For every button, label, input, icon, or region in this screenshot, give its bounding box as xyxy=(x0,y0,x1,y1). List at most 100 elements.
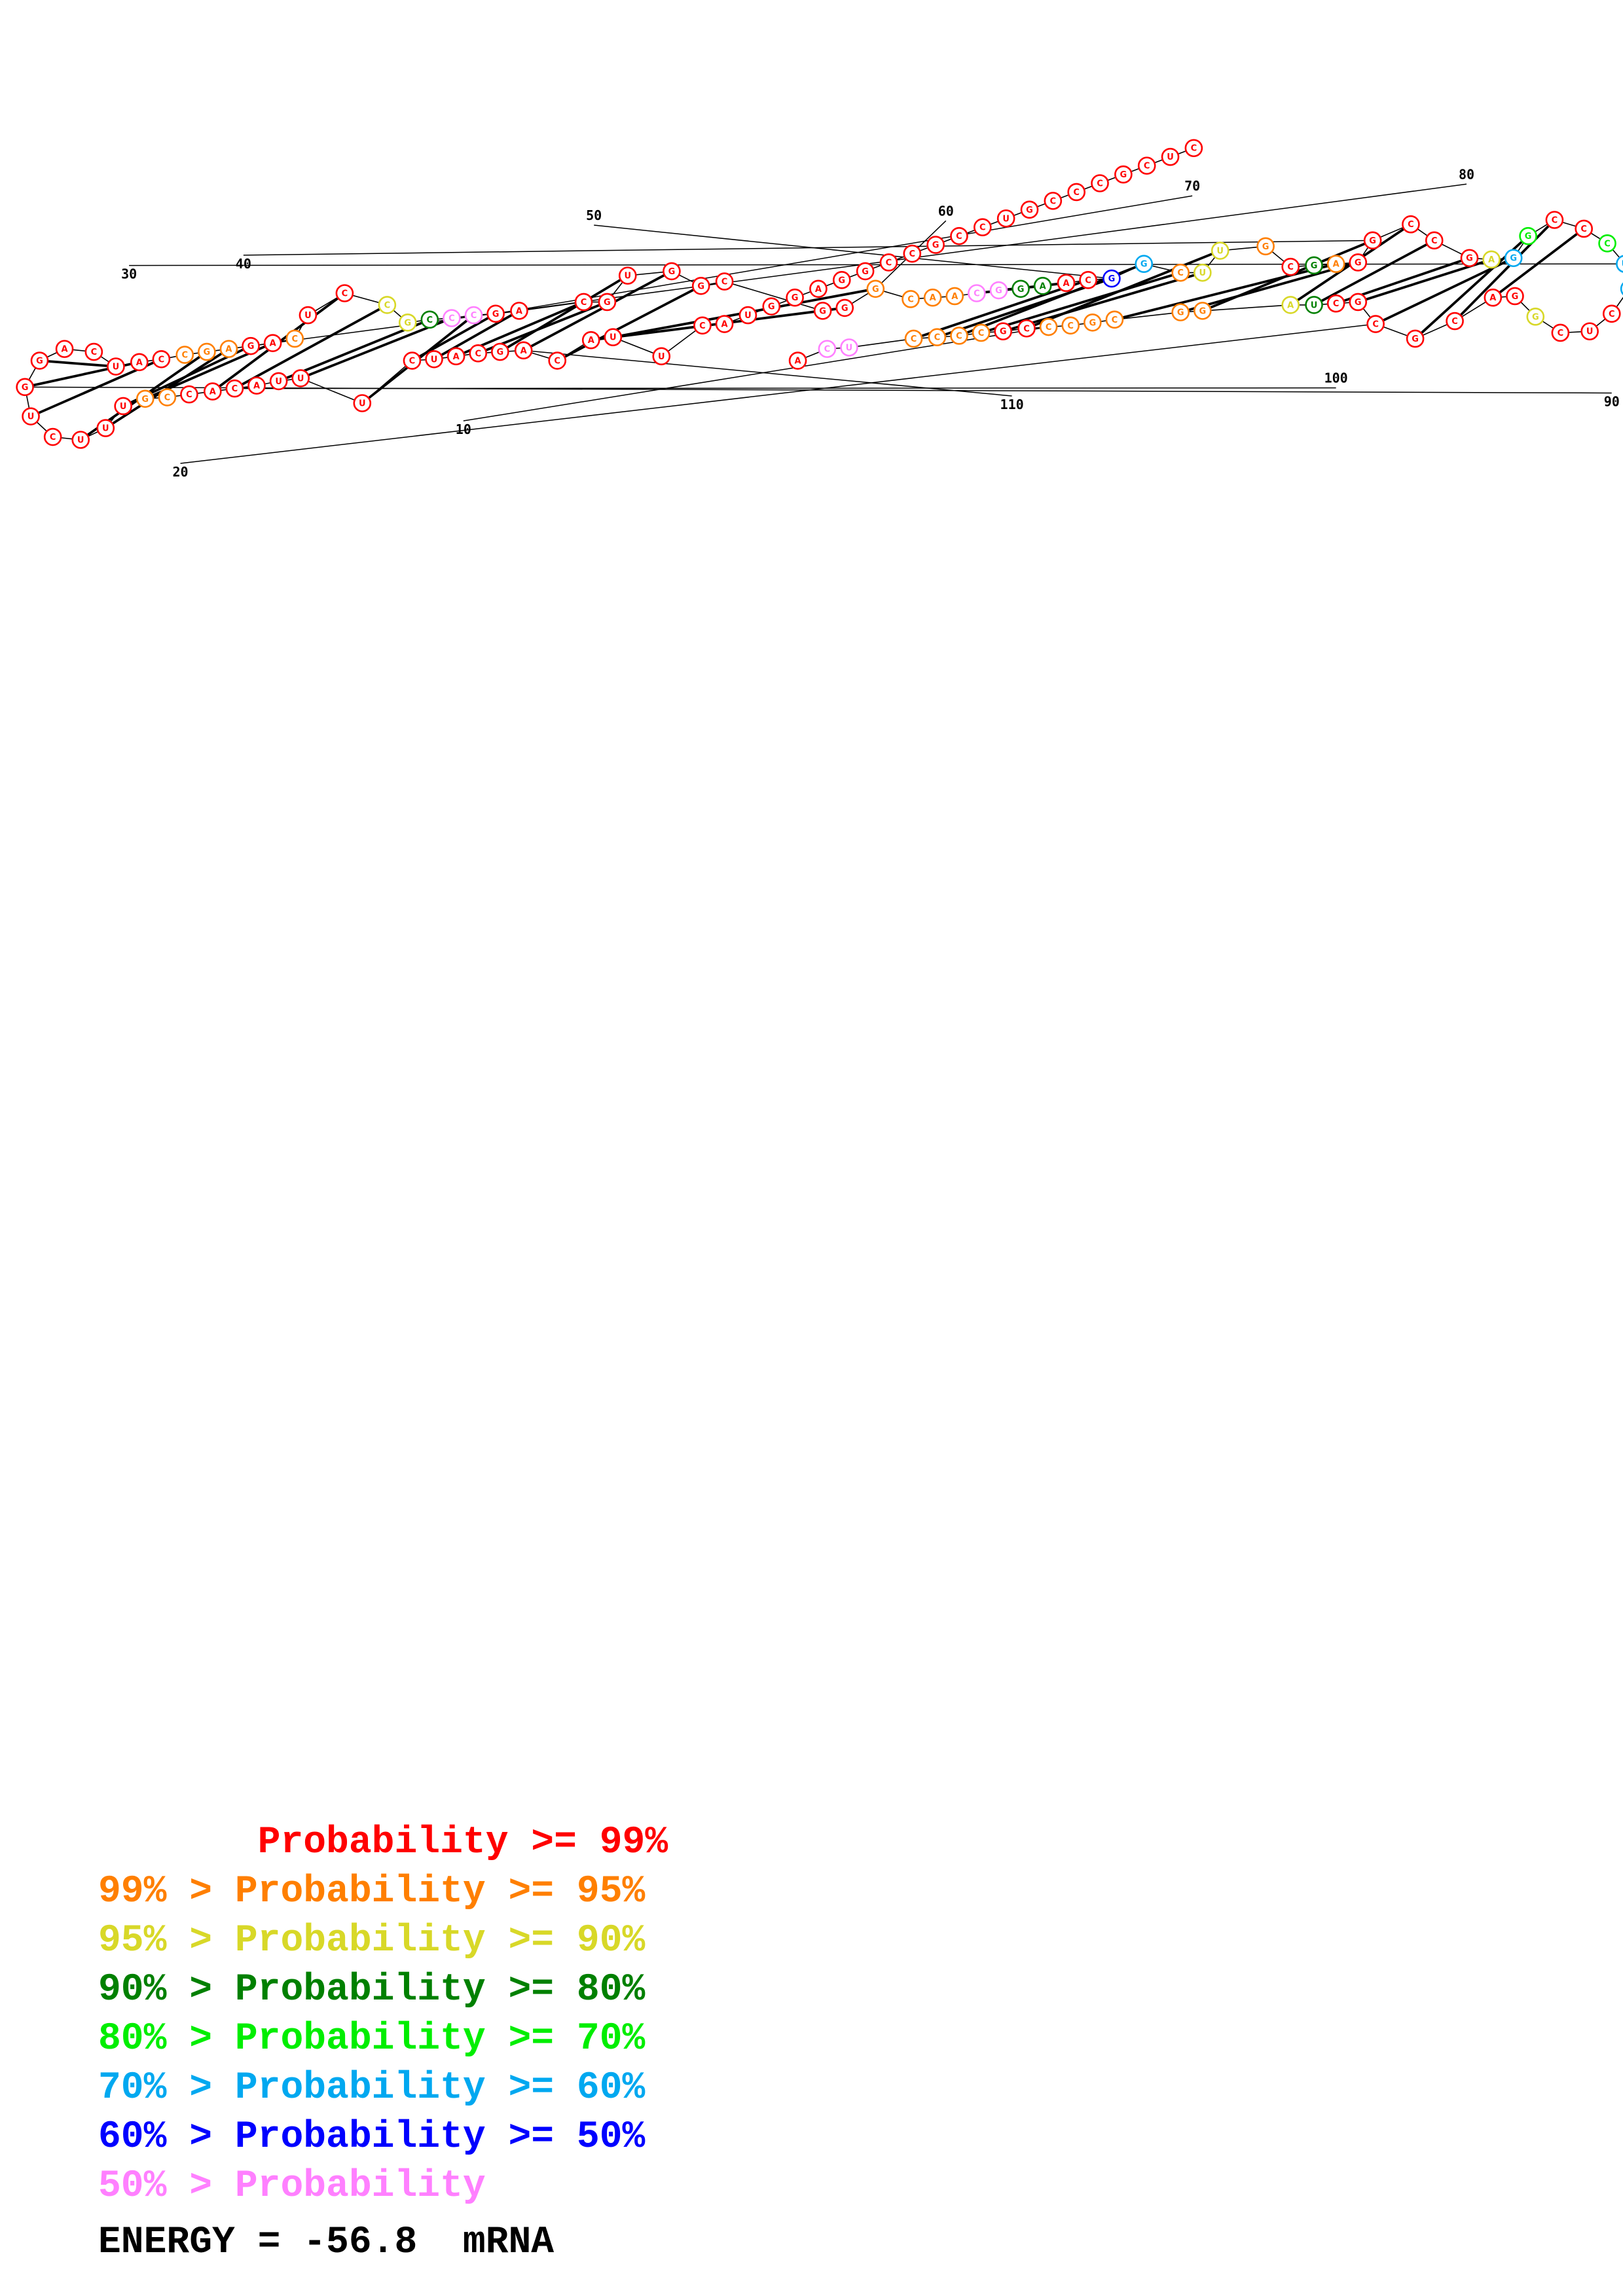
nucleotide-letter: C xyxy=(1177,268,1184,278)
nucleotide-26: C xyxy=(1551,323,1570,342)
nucleotide-letter: A xyxy=(253,382,260,391)
nucleotide-circle xyxy=(1446,312,1464,331)
position-tick-line xyxy=(129,263,1623,266)
nucleotide-127: C xyxy=(974,218,992,237)
nucleotide-circle xyxy=(269,372,288,391)
nucleotide-circle xyxy=(22,407,40,425)
nucleotide-43: G xyxy=(1305,256,1323,275)
nucleotide-letter: G xyxy=(862,267,869,277)
nucleotide-136: C xyxy=(1184,139,1203,158)
nucleotide-55: G xyxy=(989,281,1008,300)
nucleotide-circle xyxy=(203,382,222,401)
nucleotide-circle xyxy=(175,346,194,364)
nucleotide-129: G xyxy=(1020,200,1039,219)
nucleotide-78: C xyxy=(285,329,304,348)
nucleotide-122: G xyxy=(856,262,875,281)
nucleotide-circle xyxy=(832,271,851,289)
nucleotide-letter: G xyxy=(872,285,879,295)
nucleotide-letter: C xyxy=(886,258,892,268)
nucleotide-circle xyxy=(1281,257,1300,276)
nucleotide-69: A xyxy=(510,302,528,320)
nucleotide-49: G xyxy=(1135,255,1153,274)
nucleotide-circle xyxy=(1211,242,1230,260)
nucleotide-circle xyxy=(1194,302,1212,320)
nucleotide-23: A xyxy=(1484,288,1503,307)
nucleotide-letter: C xyxy=(1144,162,1150,171)
position-tick-label: 90 xyxy=(1604,393,1620,409)
nucleotide-115: C xyxy=(693,316,712,335)
nucleotide-circle xyxy=(510,302,528,320)
nucleotide-letter: G xyxy=(1525,232,1532,242)
nucleotide-letter: C xyxy=(1073,188,1080,198)
position-tick-label: 110 xyxy=(1000,397,1024,412)
nucleotide-135: U xyxy=(1161,147,1180,166)
nucleotide-letter: U xyxy=(1311,300,1318,310)
nucleotide-letter: C xyxy=(427,315,433,325)
nucleotide-circle xyxy=(813,302,832,320)
nucleotide-circle xyxy=(1305,256,1323,275)
nucleotide-circle xyxy=(902,290,920,308)
nucleotide-31: C xyxy=(1598,234,1616,253)
nucleotide-circle xyxy=(84,342,103,361)
nucleotide-circle xyxy=(398,313,417,332)
base-pair-bond xyxy=(921,281,1081,338)
nucleotide-38: C xyxy=(1425,231,1444,250)
nucleotide-circle xyxy=(786,288,804,307)
nucleotide-circle xyxy=(1519,226,1537,245)
nucleotide-52: A xyxy=(1057,274,1076,293)
nucleotide-131: C xyxy=(1067,183,1085,202)
nucleotide-letter: C xyxy=(978,329,985,338)
nucleotide-circle xyxy=(1067,183,1085,202)
nucleotide-letter: C xyxy=(409,357,416,367)
nucleotide-103: U xyxy=(291,369,310,387)
legend-row-p99: Probability >= 99% xyxy=(98,1821,668,1864)
nucleotide-21: G xyxy=(1406,329,1425,348)
nucleotide-circle xyxy=(879,253,898,272)
nucleotide-circle xyxy=(242,336,260,355)
nucleotide-circle xyxy=(652,347,671,366)
nucleotide-letter: C xyxy=(1408,220,1414,230)
nucleotide-letter: C xyxy=(1609,310,1615,319)
nucleotide-letter: U xyxy=(624,272,631,281)
base-pair-bond xyxy=(485,304,600,351)
nucleotide-circle xyxy=(514,341,533,360)
base-pair-bond xyxy=(308,320,445,376)
nucleotide-104: U xyxy=(353,394,372,412)
nucleotide-73: C xyxy=(420,310,439,329)
nucleotide-circle xyxy=(1545,211,1564,229)
nucleotide-circle xyxy=(299,306,318,325)
base-pair-bond xyxy=(1188,263,1351,312)
nucleotide-letter: C xyxy=(164,393,171,403)
nucleotide-letter: G xyxy=(204,348,211,357)
nucleotide-94: U xyxy=(96,419,115,437)
nucleotide-letter: G xyxy=(1262,242,1269,252)
nucleotide-circle xyxy=(180,385,198,404)
nucleotide-56: C xyxy=(968,284,986,302)
nucleotide-letter: C xyxy=(475,349,481,359)
nucleotide-35: G xyxy=(1504,249,1523,268)
nucleotide-circle xyxy=(198,342,216,361)
nucleotide-letter: C xyxy=(232,384,238,394)
nucleotide-circle xyxy=(1366,315,1385,333)
base-pair-bond xyxy=(1321,243,1428,302)
nucleotide-letter: U xyxy=(1622,260,1623,270)
nucleotide-circle xyxy=(950,327,968,345)
nucleotide-circle xyxy=(55,340,74,358)
nucleotide-circle xyxy=(1171,303,1190,321)
nucleotide-circle xyxy=(71,431,90,449)
nucleotide-105: C xyxy=(403,351,422,370)
nucleotide-circle xyxy=(107,357,125,376)
nucleotide-91: U xyxy=(22,407,40,425)
nucleotide-letter: G xyxy=(1369,236,1376,246)
nucleotide-letter: C xyxy=(554,357,560,367)
nucleotide-letter: U xyxy=(658,352,665,362)
legend-row-p50: 60% > Probability >= 50% xyxy=(98,2116,646,2159)
nucleotide-circle xyxy=(1012,279,1030,298)
nucleotide-34: G xyxy=(1519,226,1537,245)
nucleotide-circle xyxy=(1171,263,1190,282)
nucleotide-82: G xyxy=(198,342,216,361)
base-pair-bond xyxy=(48,360,108,367)
nucleotide-81: A xyxy=(219,340,238,358)
position-tick-label: 60 xyxy=(938,203,954,219)
